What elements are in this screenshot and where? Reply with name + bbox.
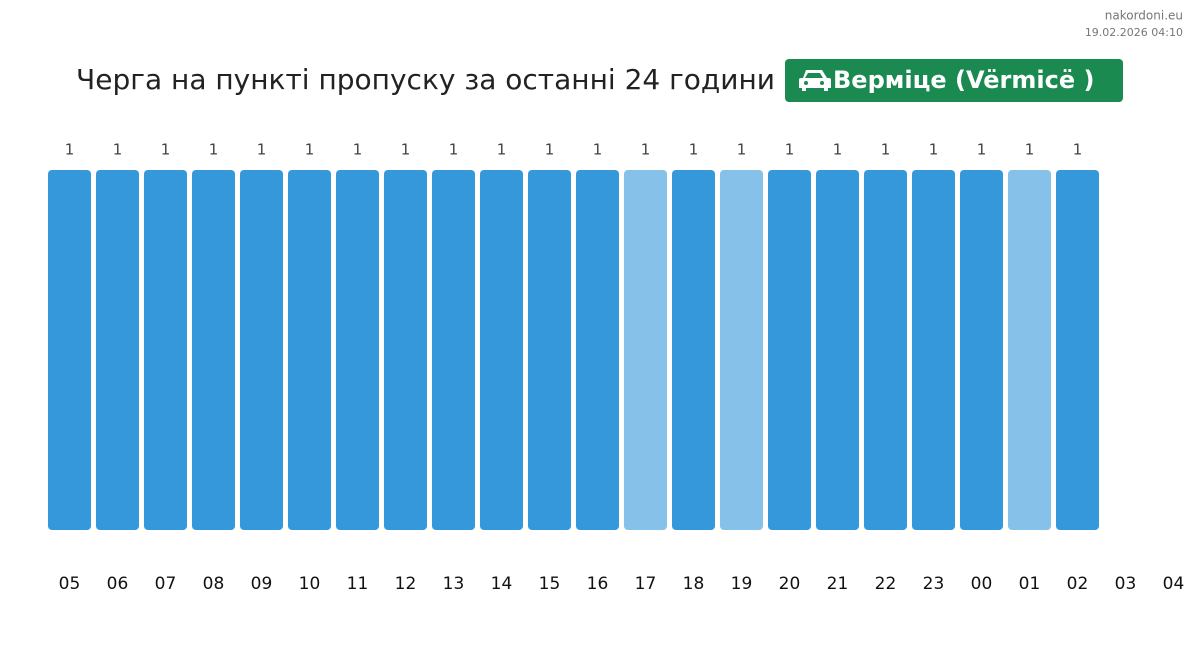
bar bbox=[144, 170, 187, 530]
source: nakordoni.eu bbox=[1105, 9, 1183, 23]
x-tick-label: 23 bbox=[923, 574, 945, 594]
x-tick-label: 14 bbox=[491, 574, 513, 594]
x-tick-label: 13 bbox=[443, 574, 465, 594]
x-tick-label: 11 bbox=[347, 574, 369, 594]
bar bbox=[336, 170, 379, 530]
x-tick-label: 03 bbox=[1115, 574, 1137, 594]
bar bbox=[864, 170, 907, 530]
value-label: 1 bbox=[689, 141, 699, 159]
value-label: 1 bbox=[401, 141, 411, 159]
x-tick-label: 04 bbox=[1163, 574, 1185, 594]
bar bbox=[432, 170, 475, 530]
value-label: 1 bbox=[305, 141, 315, 159]
car-icon bbox=[799, 70, 831, 91]
value-label: 1 bbox=[929, 141, 939, 159]
value-label: 1 bbox=[353, 141, 363, 159]
value-label: 1 bbox=[1073, 141, 1083, 159]
value-label: 1 bbox=[497, 141, 507, 159]
value-label: 1 bbox=[785, 141, 795, 159]
bar bbox=[192, 170, 235, 530]
bar bbox=[576, 170, 619, 530]
x-tick-label: 01 bbox=[1019, 574, 1041, 594]
x-tick-label: 02 bbox=[1067, 574, 1089, 594]
value-label: 1 bbox=[65, 141, 75, 159]
x-tick-label: 21 bbox=[827, 574, 849, 594]
x-tick-label: 12 bbox=[395, 574, 417, 594]
value-label: 1 bbox=[449, 141, 459, 159]
bar bbox=[480, 170, 523, 530]
bar bbox=[672, 170, 715, 530]
value-label: 1 bbox=[113, 141, 123, 159]
bar bbox=[960, 170, 1003, 530]
x-tick-label: 19 bbox=[731, 574, 753, 594]
value-label: 1 bbox=[257, 141, 267, 159]
x-tick-label: 08 bbox=[203, 574, 225, 594]
chart-title: Черга на пункті пропуску за останні 24 г… bbox=[76, 63, 775, 96]
bar bbox=[384, 170, 427, 530]
bar bbox=[768, 170, 811, 530]
bar bbox=[288, 170, 331, 530]
x-tick-label: 07 bbox=[155, 574, 177, 594]
value-label: 1 bbox=[593, 141, 603, 159]
bar bbox=[528, 170, 571, 530]
x-tick-label: 17 bbox=[635, 574, 657, 594]
x-tick-label: 00 bbox=[971, 574, 993, 594]
value-label: 1 bbox=[641, 141, 651, 159]
value-label: 1 bbox=[545, 141, 555, 159]
bar bbox=[912, 170, 955, 530]
x-tick-label: 10 bbox=[299, 574, 321, 594]
bar bbox=[240, 170, 283, 530]
badge-label: Верміце (Vërmicë ) bbox=[833, 66, 1094, 94]
bar bbox=[1056, 170, 1099, 530]
x-tick-label: 05 bbox=[59, 574, 81, 594]
bar bbox=[96, 170, 139, 530]
value-label: 1 bbox=[209, 141, 219, 159]
bar bbox=[624, 170, 667, 530]
x-tick-label: 06 bbox=[107, 574, 129, 594]
value-label: 1 bbox=[977, 141, 987, 159]
value-label: 1 bbox=[1025, 141, 1035, 159]
x-tick-label: 22 bbox=[875, 574, 897, 594]
value-label: 1 bbox=[161, 141, 171, 159]
x-tick-label: 15 bbox=[539, 574, 561, 594]
x-tick-label: 09 bbox=[251, 574, 273, 594]
value-label: 1 bbox=[737, 141, 747, 159]
x-tick-label: 18 bbox=[683, 574, 705, 594]
bar bbox=[48, 170, 91, 530]
badge bbox=[785, 59, 1123, 102]
value-label: 1 bbox=[881, 141, 891, 159]
value-label: 1 bbox=[833, 141, 843, 159]
x-tick-label: 20 bbox=[779, 574, 801, 594]
bar bbox=[1008, 170, 1051, 530]
bar bbox=[816, 170, 859, 530]
bar bbox=[720, 170, 763, 530]
timestamp: 19.02.2026 04:10 bbox=[1085, 26, 1183, 39]
x-tick-label: 16 bbox=[587, 574, 609, 594]
